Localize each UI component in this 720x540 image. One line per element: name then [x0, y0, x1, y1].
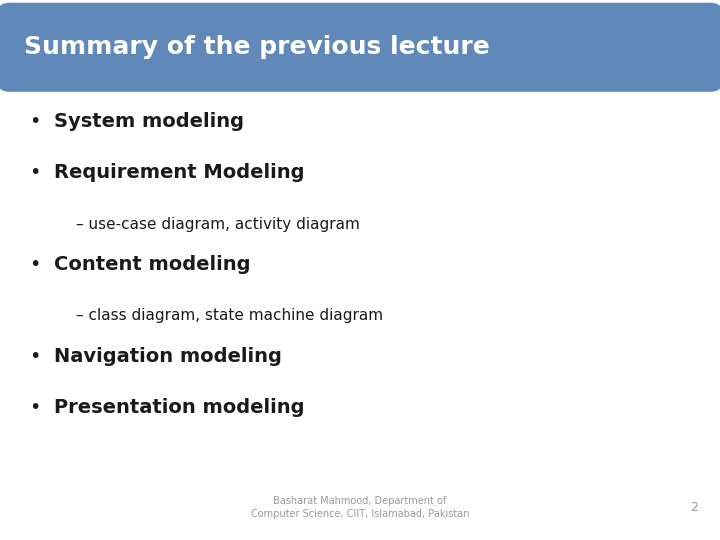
- Text: Navigation modeling: Navigation modeling: [54, 347, 282, 366]
- Text: •: •: [29, 347, 40, 366]
- Text: •: •: [29, 255, 40, 274]
- Text: Summary of the previous lecture: Summary of the previous lecture: [24, 35, 490, 59]
- Text: •: •: [29, 112, 40, 131]
- Text: 2: 2: [690, 501, 698, 514]
- Text: •: •: [29, 398, 40, 417]
- Text: System modeling: System modeling: [54, 112, 244, 131]
- Text: •: •: [29, 163, 40, 183]
- FancyBboxPatch shape: [0, 3, 720, 92]
- Text: Basharat Mahmood, Department of
Computer Science, CIIT, Islamabad, Pakistan: Basharat Mahmood, Department of Computer…: [251, 496, 469, 519]
- Text: Content modeling: Content modeling: [54, 255, 251, 274]
- Text: – class diagram, state machine diagram: – class diagram, state machine diagram: [76, 308, 383, 323]
- Text: Requirement Modeling: Requirement Modeling: [54, 163, 305, 183]
- Text: Presentation modeling: Presentation modeling: [54, 398, 305, 417]
- Text: – use-case diagram, activity diagram: – use-case diagram, activity diagram: [76, 217, 359, 232]
